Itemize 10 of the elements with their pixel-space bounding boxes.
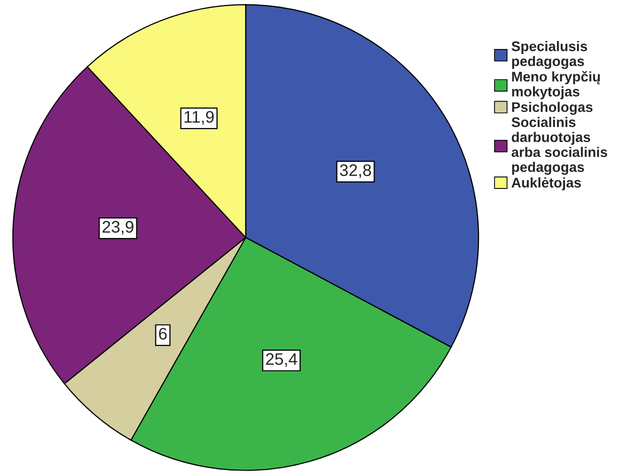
data-label: 6 xyxy=(159,328,167,340)
legend-label: Auklėtojas xyxy=(512,177,581,190)
legend-label: Specialusis pedagogas xyxy=(512,41,588,69)
data-label: 23,9 xyxy=(102,220,134,235)
legend-label: Socialinis darbuotojas arba socialinis pedagogas xyxy=(512,116,608,175)
data-label: 32,8 xyxy=(340,164,372,178)
data-label: 11,9 xyxy=(184,110,214,125)
legend-label: Psichologas xyxy=(512,102,592,115)
data-label: 25,4 xyxy=(266,353,298,367)
legend-label: Meno krypčių mokytojas xyxy=(512,71,600,100)
